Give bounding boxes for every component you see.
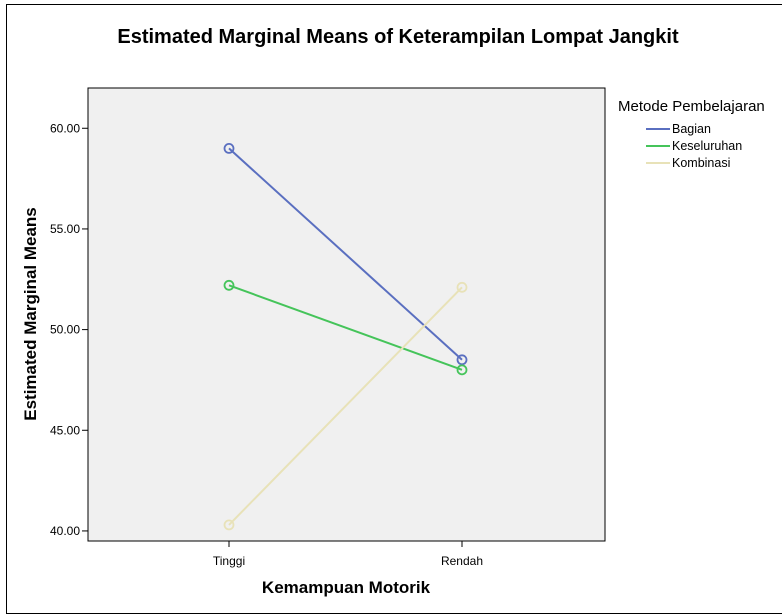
series-layer [223,142,468,531]
line-chart: Estimated Marginal Means of Keterampilan… [21,26,765,597]
series-line-bagian [228,147,463,361]
y-tick-label: 50.00 [50,323,80,337]
legend-item-label: Kombinasi [672,156,730,170]
y-tick-label: 55.00 [50,222,80,236]
data-point-keseluruhan-tinggi [223,279,235,291]
legend-item-label: Bagian [672,122,711,136]
data-point-bagian-rendah [456,354,468,366]
y-axis-title: Estimated Marginal Means [21,207,40,421]
series-line-kombinasi [228,286,463,526]
x-axis-title: Kemampuan Motorik [262,578,431,597]
y-tick-label: 40.00 [50,524,80,538]
legend-title: Metode Pembelajaran [618,98,765,115]
y-tick-label: 45.00 [50,423,80,437]
x-tick-label: Tinggi [213,554,245,568]
series-line-keseluruhan [228,284,463,371]
chart-title: Estimated Marginal Means of Keterampilan… [117,26,679,48]
data-point-kombinasi-rendah [456,281,468,293]
legend: Metode Pembelajaran Bagian Keseluruhan Kom… [618,98,765,170]
data-point-bagian-tinggi [223,142,235,154]
legend-item-label: Keseluruhan [672,139,742,153]
data-point-kombinasi-tinggi [223,519,235,531]
plot-area [87,87,606,542]
data-point-keseluruhan-rendah [456,364,468,376]
y-axis: 40.00 45.00 50.00 55.00 60.00 [50,121,88,538]
x-tick-label: Rendah [441,554,483,568]
x-axis: Tinggi Rendah [213,541,483,568]
y-tick-label: 60.00 [50,121,80,135]
